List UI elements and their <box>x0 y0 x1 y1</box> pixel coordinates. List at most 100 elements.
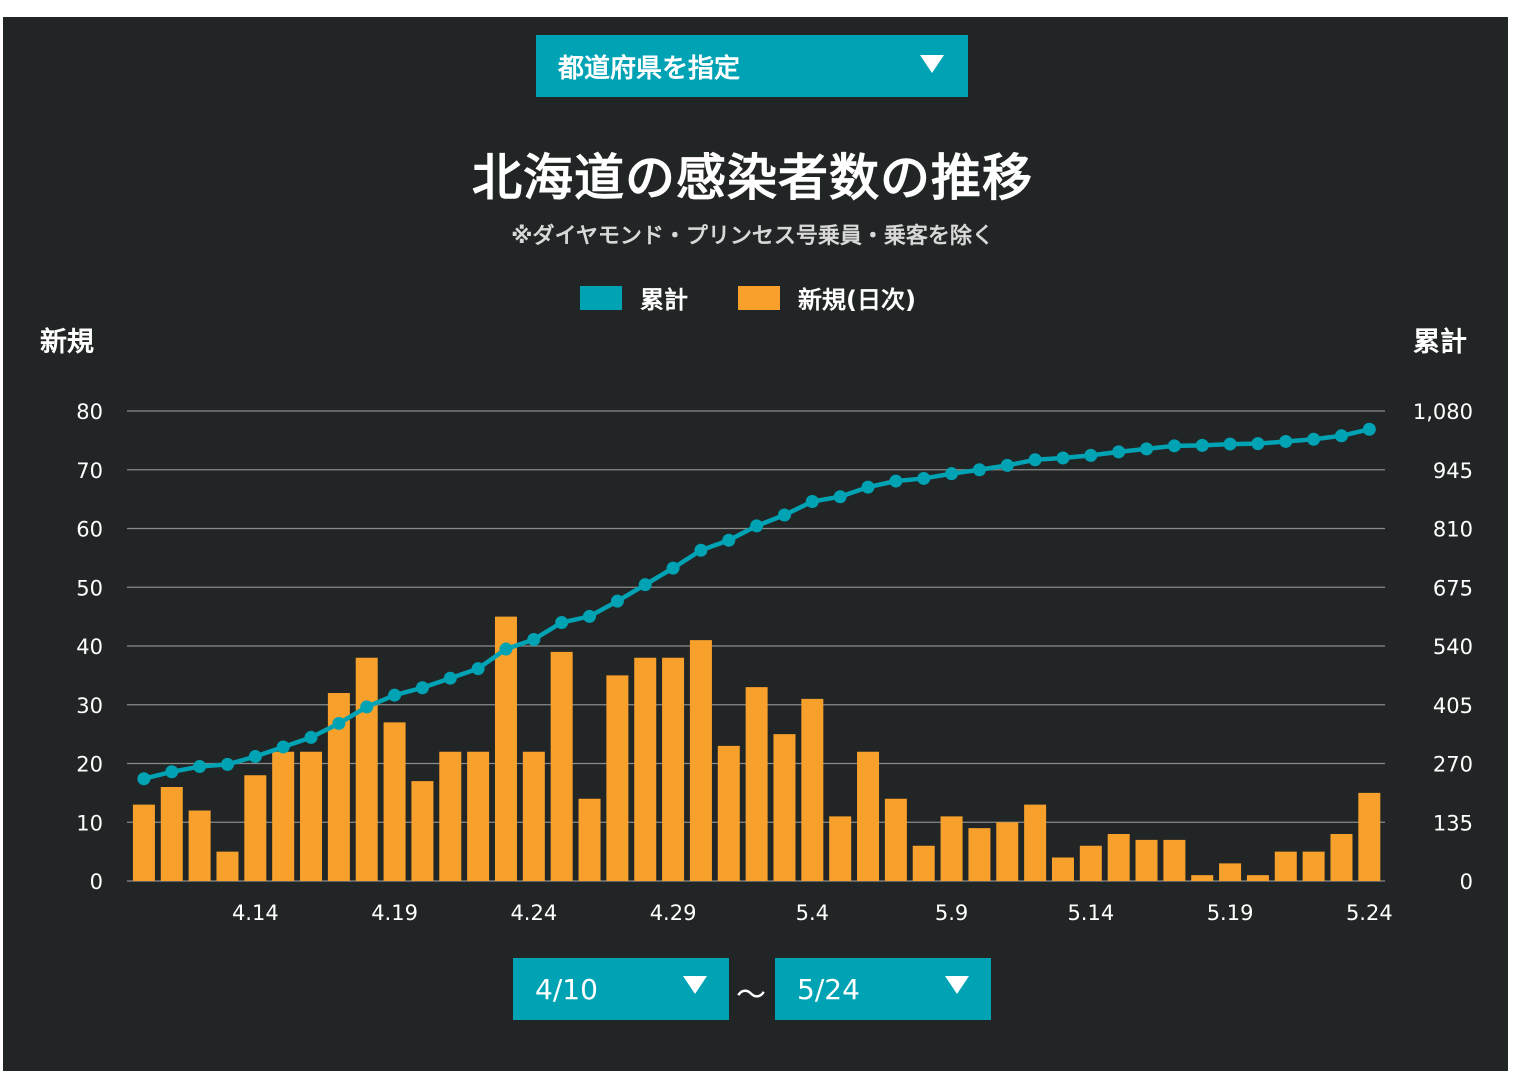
x-tick-label: 5.4 <box>796 901 829 925</box>
legend-item-daily: 新規(日次) <box>738 280 916 315</box>
point-cumulative <box>499 642 513 656</box>
bar-daily <box>522 751 545 881</box>
bar-daily <box>1246 875 1269 881</box>
x-tick-label: 4.14 <box>232 901 279 925</box>
point-cumulative <box>917 471 931 485</box>
left-tick-label: 10 <box>76 811 103 835</box>
bar-daily <box>467 751 490 881</box>
point-cumulative <box>388 688 402 702</box>
right-tick-label: 270 <box>1433 753 1473 777</box>
x-tick-label: 4.24 <box>510 901 557 925</box>
bar-daily <box>1302 851 1325 881</box>
legend: 累計 新規(日次) <box>580 280 966 315</box>
bar-daily <box>912 845 935 881</box>
left-tick-label: 20 <box>76 753 103 777</box>
start-date-dropdown[interactable]: 4/10 <box>513 958 729 1020</box>
right-tick-label: 1,080 <box>1413 400 1473 424</box>
left-tick-label: 30 <box>76 694 103 718</box>
dropdown-arrow-icon <box>683 976 707 994</box>
point-cumulative <box>1223 437 1237 451</box>
point-cumulative <box>193 760 207 774</box>
x-tick-label: 5.19 <box>1207 901 1254 925</box>
bar-daily <box>857 751 880 881</box>
point-cumulative <box>1307 432 1321 446</box>
bar-daily <box>1358 792 1381 881</box>
point-cumulative <box>722 533 736 547</box>
point-cumulative <box>945 467 959 481</box>
bar-daily <box>216 851 239 881</box>
bar-daily <box>1024 804 1047 881</box>
legend-item-cumulative: 累計 <box>580 280 688 315</box>
bar-daily <box>1107 834 1130 881</box>
bar-daily <box>717 745 740 881</box>
bar-daily <box>383 722 406 881</box>
left-tick-label: 70 <box>76 459 103 483</box>
end-date-dropdown[interactable]: 5/24 <box>775 958 991 1020</box>
point-cumulative <box>1251 437 1265 451</box>
x-tick-label: 5.24 <box>1346 901 1393 925</box>
point-cumulative <box>1362 422 1376 436</box>
bar-daily <box>300 751 323 881</box>
legend-label-daily: 新規(日次) <box>798 286 916 314</box>
point-cumulative <box>1195 438 1209 452</box>
point-cumulative <box>415 681 429 695</box>
bar-daily <box>1163 839 1186 881</box>
point-cumulative <box>610 594 624 608</box>
bar-daily <box>327 693 350 881</box>
point-cumulative <box>889 474 903 488</box>
bar-daily <box>132 804 155 881</box>
point-cumulative <box>276 740 290 754</box>
legend-label-cumulative: 累計 <box>640 286 688 314</box>
bar-daily <box>801 698 824 881</box>
bar-daily <box>1051 857 1074 881</box>
dropdown-arrow-icon <box>945 976 969 994</box>
bar-daily <box>244 775 267 881</box>
point-cumulative <box>583 609 597 623</box>
bar-daily <box>968 828 991 881</box>
chart-title: 北海道の感染者数の推移 <box>472 149 1033 207</box>
point-cumulative <box>861 480 875 494</box>
bar-daily <box>494 616 517 881</box>
bar-daily <box>634 657 657 881</box>
bar-daily <box>1219 863 1242 881</box>
right-tick-label: 675 <box>1433 576 1473 600</box>
point-cumulative <box>248 750 262 764</box>
bar-daily <box>355 657 378 881</box>
point-cumulative <box>1167 439 1181 453</box>
point-cumulative <box>443 671 457 685</box>
point-cumulative <box>1334 429 1348 443</box>
bar-daily <box>829 816 852 881</box>
bar-daily <box>188 810 211 881</box>
bar-daily <box>1191 875 1214 881</box>
right-axis-ticks: 0 135 270 405 540 675 810 945 1,080 <box>1413 400 1473 894</box>
chart-panel <box>3 17 1508 1071</box>
point-cumulative <box>527 632 541 646</box>
point-cumulative <box>694 543 708 557</box>
bar-daily <box>439 751 462 881</box>
left-tick-label: 0 <box>90 870 103 894</box>
point-cumulative <box>805 495 819 509</box>
point-cumulative <box>777 508 791 522</box>
point-cumulative <box>1028 453 1042 467</box>
point-cumulative <box>555 616 569 629</box>
bar-daily <box>773 734 796 881</box>
point-cumulative <box>471 662 485 676</box>
point-cumulative <box>304 730 318 744</box>
bar-daily <box>160 787 183 881</box>
point-cumulative <box>1140 442 1154 456</box>
prefecture-dropdown[interactable]: 都道府県を指定 <box>536 35 968 97</box>
bar-daily <box>940 816 963 881</box>
x-tick-label: 4.19 <box>371 901 418 925</box>
point-cumulative <box>332 716 346 730</box>
bar-daily <box>1274 851 1297 881</box>
point-cumulative <box>638 578 652 592</box>
bar-daily <box>550 651 573 881</box>
right-tick-label: 0 <box>1460 870 1473 894</box>
point-cumulative <box>1279 434 1293 448</box>
point-cumulative <box>360 700 374 714</box>
bar-daily <box>996 822 1019 881</box>
x-axis-ticks: 4.14 4.19 4.24 4.29 5.4 5.9 5.14 5.19 5.24 <box>232 901 1393 925</box>
date-range-separator: ～ <box>736 978 766 1013</box>
legend-swatch-cumulative <box>580 285 622 310</box>
